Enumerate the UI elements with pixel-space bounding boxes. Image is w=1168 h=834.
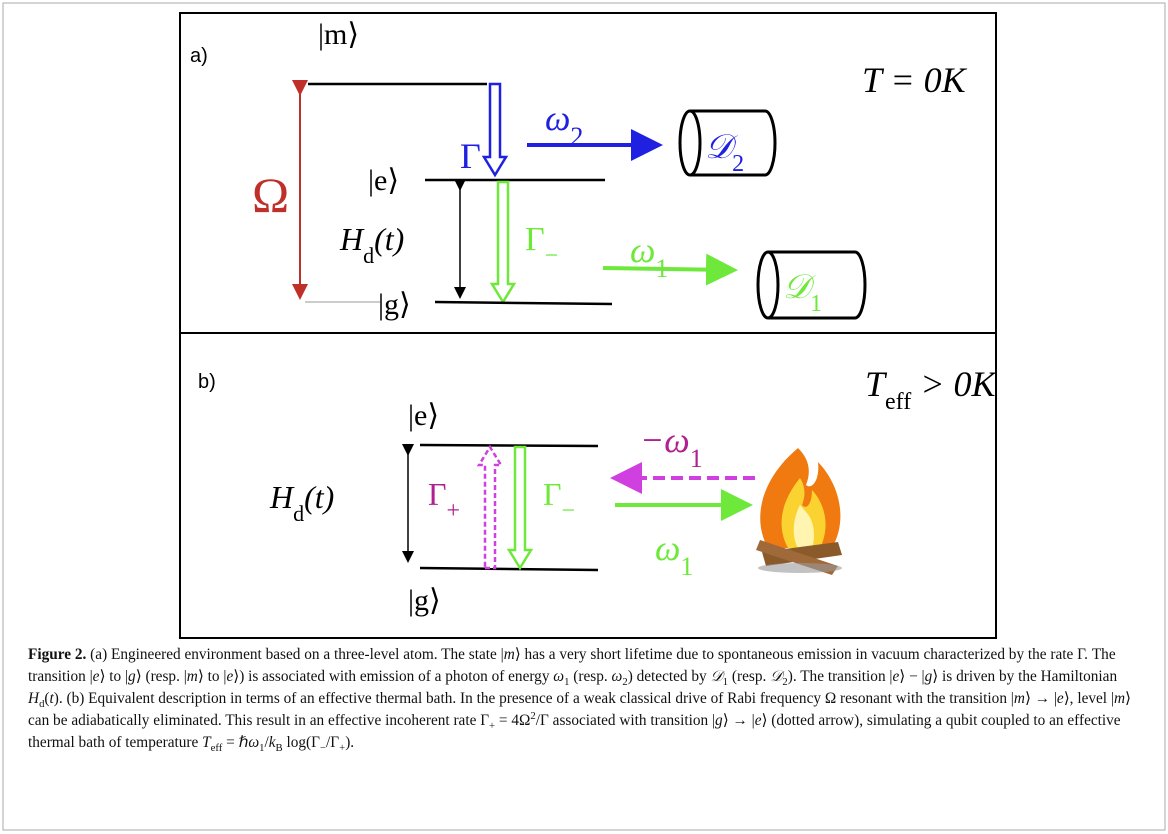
caption-text: /Γ xyxy=(326,734,339,751)
symbol: H xyxy=(269,479,295,515)
state-label: |g⟩ xyxy=(408,584,441,617)
symbol: H xyxy=(339,221,365,257)
temperature-label: T = 0K xyxy=(862,60,968,100)
photon-label: −ω1 xyxy=(640,420,703,473)
math-symbol: m xyxy=(187,668,198,685)
math-symbol: g xyxy=(128,668,136,685)
subscript: d xyxy=(293,501,304,526)
excitation-arrow xyxy=(479,447,501,568)
subscript: 1 xyxy=(690,444,703,473)
page-body: {"figure": { "panel_a": {"label": "a)", … xyxy=(0,0,1168,834)
symbol: −ω xyxy=(640,420,690,460)
level-line xyxy=(435,302,612,304)
rate-label: Γ− xyxy=(543,476,575,524)
rabi-label: Ω xyxy=(252,167,289,223)
caption-text: ). (b) Equivalent description in terms o… xyxy=(54,690,1014,707)
caption-text: (a) Engineered environment based on a th… xyxy=(86,646,503,663)
symbol: Γ xyxy=(428,476,447,512)
subscript: − xyxy=(545,243,559,269)
subscript: + xyxy=(447,498,461,524)
state-label: |m⟩ xyxy=(318,18,359,51)
caption-text: ). The transition | xyxy=(788,668,893,685)
caption-text: /Γ associated with transition | xyxy=(536,712,715,729)
level-line xyxy=(420,445,598,446)
math-symbol: ω xyxy=(553,668,564,685)
decay-label: Γ− xyxy=(525,221,558,269)
hamiltonian-label: Hd(t) xyxy=(339,221,404,268)
math-symbol: m xyxy=(1014,690,1025,707)
fire-icon xyxy=(756,448,842,575)
caption-text: ⟩ → | xyxy=(723,712,755,729)
caption-text: ⟩ is driven by the Hamiltonian xyxy=(932,668,1117,685)
caption-label: Figure 2. xyxy=(28,646,86,663)
math-symbol: e xyxy=(1057,690,1064,707)
argument: (t) xyxy=(374,221,404,257)
relation: > 0K xyxy=(911,364,997,404)
symbol: Γ xyxy=(525,221,545,258)
symbol: ω xyxy=(630,230,655,270)
rate-label: Γ+ xyxy=(428,476,460,524)
caption-text: ). xyxy=(345,734,354,751)
subscript: eff xyxy=(885,389,911,415)
photon-arrow xyxy=(603,268,730,270)
detector-label: 𝒟1 xyxy=(783,269,822,317)
panel-label: b) xyxy=(198,371,216,393)
caption-text: ⟩) is associated with emission of a phot… xyxy=(233,668,553,685)
math-symbol: T xyxy=(202,734,211,751)
panel-label: a) xyxy=(190,45,208,67)
math-symbol: 𝒟 xyxy=(711,668,723,685)
decay-label: Γ xyxy=(460,136,481,176)
caption-text: ) detected by xyxy=(628,668,711,685)
photon-label: ω1 xyxy=(630,230,668,283)
math-symbol: H xyxy=(28,690,39,707)
detector-face xyxy=(758,252,778,318)
caption-text: ⟩ → | xyxy=(1025,690,1057,707)
figure-caption: Figure 2. (a) Engineered environment bas… xyxy=(28,644,1140,754)
math-symbol: ω xyxy=(248,734,259,751)
hamiltonian-label: Hd(t) xyxy=(269,479,334,526)
subscript: 1 xyxy=(810,291,822,317)
decay-arrow xyxy=(509,447,531,568)
math-symbol: k xyxy=(269,734,276,751)
subscript: B xyxy=(276,742,283,754)
detector-face xyxy=(680,111,700,175)
caption-text: ⟩ to | xyxy=(99,668,128,685)
decay-arrow xyxy=(484,84,506,175)
math-symbol: g xyxy=(715,712,723,729)
caption-text: ⟩ (resp. | xyxy=(136,668,187,685)
math-symbol: m xyxy=(1114,690,1125,707)
math-symbol: ω xyxy=(612,668,623,685)
subscript: d xyxy=(363,243,374,268)
state-label: |g⟩ xyxy=(378,288,411,321)
decay-arrow xyxy=(492,182,514,302)
photon-label: ω2 xyxy=(545,98,583,151)
caption-text: = ℏ xyxy=(222,734,248,751)
subscript: 1 xyxy=(680,552,693,581)
caption-text: (resp. xyxy=(569,668,611,685)
symbol: Γ xyxy=(543,476,562,512)
subscript: − xyxy=(562,498,576,524)
level-line xyxy=(420,568,598,570)
math-symbol: m xyxy=(504,646,515,663)
caption-text: ⟩, level | xyxy=(1064,690,1114,707)
argument: (t) xyxy=(304,479,334,515)
symbol: ω xyxy=(545,98,570,138)
state-label: |e⟩ xyxy=(368,164,399,197)
temperature-label: Teff > 0K xyxy=(865,364,998,415)
caption-text: ⟩ to | xyxy=(198,668,227,685)
caption-text: = 4Ω xyxy=(495,712,530,729)
page: body { margin: 0; width: 1168px; height:… xyxy=(0,0,1168,834)
caption-text: log(Γ xyxy=(283,734,320,751)
subscript: eff xyxy=(211,742,223,754)
math-symbol: 𝒟 xyxy=(770,668,782,685)
state-label: |e⟩ xyxy=(408,399,439,432)
photon-label: ω1 xyxy=(655,528,693,581)
symbol: ω xyxy=(655,528,680,568)
caption-text: (resp. xyxy=(728,668,770,685)
detector-label: 𝒟2 xyxy=(705,129,744,177)
caption-text: ⟩ − | xyxy=(899,668,924,685)
subscript: 2 xyxy=(732,151,744,177)
